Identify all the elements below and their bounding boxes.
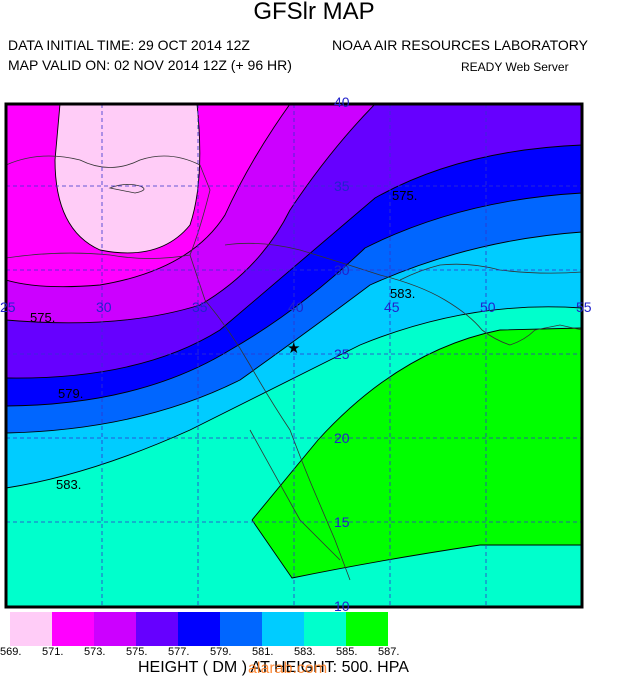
lon-label-30: 30: [96, 299, 112, 315]
lon-label-40: 40: [288, 299, 304, 315]
server-label: READY Web Server: [461, 60, 569, 74]
legend-value: 573.: [84, 646, 106, 658]
legend-swatch-579: [220, 612, 262, 646]
lat-label-10: 10: [334, 598, 350, 614]
graticule-labels: 25 30 35 40 45 50 55 40 35 30 25 20 15 1…: [0, 96, 592, 614]
color-legend: [10, 612, 388, 646]
footer-caption: HEIGHT ( DM ) AT HEIGHT: 500. HPA: [138, 659, 409, 676]
graticule: [6, 104, 582, 607]
band-569: [55, 104, 200, 253]
lat-label-40: 40: [334, 96, 350, 110]
lon-label-45: 45: [384, 299, 400, 315]
legend-swatch-577: [178, 612, 220, 646]
legend-swatch-573: [94, 612, 136, 646]
legend-value: 583.: [294, 646, 316, 658]
lon-label-35: 35: [192, 299, 208, 315]
lon-label-55: 55: [576, 299, 592, 315]
legend-value: 569.: [0, 646, 22, 658]
legend-swatch-569: [10, 612, 52, 646]
lat-label-30: 30: [334, 262, 350, 278]
legend-swatch-581: [262, 612, 304, 646]
contour-value-labels: 575. 583. 575. 579. 583.: [30, 188, 417, 492]
legend-swatch-571: [52, 612, 94, 646]
contour-label-575-east: 575.: [392, 188, 417, 203]
lon-label-25: 25: [0, 299, 16, 315]
coastlines: [6, 155, 582, 581]
contour-label-583-west: 583.: [56, 477, 81, 492]
legend-value: 579.: [210, 646, 232, 658]
legend-swatches: [10, 612, 388, 646]
map-title: GFSlr MAP: [253, 0, 375, 25]
location-star-icon: ★: [287, 339, 300, 357]
watermark: alarab.com: [248, 660, 328, 677]
lat-label-25: 25: [334, 346, 350, 362]
contour-label-579-west: 579.: [58, 386, 83, 401]
legend-value: 585.: [336, 646, 358, 658]
initial-time-label: DATA INITIAL TIME: 29 OCT 2014 12Z: [8, 37, 250, 53]
weather-map: 25 30 35 40 45 50 55 40 35 30 25 20 15 1…: [0, 96, 592, 614]
lat-label-35: 35: [334, 178, 350, 194]
lon-label-50: 50: [480, 299, 496, 315]
lat-label-15: 15: [334, 514, 350, 530]
legend-value: 577.: [168, 646, 190, 658]
legend-value: 587.: [378, 646, 400, 658]
contour-label-583-east: 583.: [390, 286, 415, 301]
legend-value: 575.: [126, 646, 148, 658]
legend-swatch-583: [304, 612, 346, 646]
legend-swatch-575: [136, 612, 178, 646]
valid-time-label: MAP VALID ON: 02 NOV 2014 12Z (+ 96 HR): [8, 57, 292, 73]
organization-label: NOAA AIR RESOURCES LABORATORY: [332, 37, 588, 53]
map-frame: [4, 102, 584, 609]
legend-swatch-585: [346, 612, 388, 646]
lat-label-20: 20: [334, 430, 350, 446]
contour-lines: [6, 104, 582, 579]
legend-value: 581.: [252, 646, 274, 658]
legend-value: 571.: [42, 646, 64, 658]
band-585: [252, 328, 582, 578]
contour-label-575-west: 575.: [30, 310, 55, 325]
